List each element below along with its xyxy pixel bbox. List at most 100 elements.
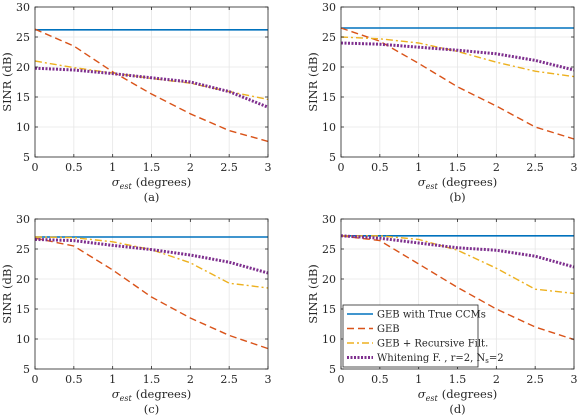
y-tick-label: 25 xyxy=(322,243,336,256)
panel-caption: (d) xyxy=(449,402,465,415)
x-axis-label-symbol: σ xyxy=(112,387,121,401)
chart-panel: 0 0.5 1 1.5 2 2.5 3 5 10 15 20 25 30 SINR (dB) σest (de… xyxy=(0,1,272,204)
x-axis-label: σest (degrees) xyxy=(418,175,497,191)
x-axis-label: σest (degrees) xyxy=(418,387,497,403)
x-axis-label-subscript: est xyxy=(120,182,133,191)
x-tick-label: 1 xyxy=(109,161,116,174)
x-axis-label-unit: (degrees) xyxy=(136,387,192,401)
y-tick-label: 20 xyxy=(16,273,30,286)
x-axis-label-symbol: σ xyxy=(418,387,427,401)
legend-entry-text: Whitening F. , r=2, N xyxy=(377,353,485,364)
series-line xyxy=(340,36,575,78)
series-line xyxy=(341,235,575,295)
legend-entry: Whitening F. , r=2, Ns=2 xyxy=(377,353,504,365)
legend-entry: GEB + Recursive Filt. xyxy=(377,339,488,350)
x-tick-label: 1 xyxy=(415,161,422,174)
x-tick-label: 2.5 xyxy=(220,373,238,386)
x-tick-label: 3 xyxy=(571,373,578,386)
series-line xyxy=(34,237,269,350)
x-axis-label-subscript: est xyxy=(120,394,133,403)
x-tick-label: 0 xyxy=(338,161,345,174)
y-tick-label: 15 xyxy=(322,91,336,104)
y-tick-label: 30 xyxy=(16,213,30,226)
series-line xyxy=(34,66,269,109)
x-tick-label: 2 xyxy=(187,373,194,386)
y-tick-label: 25 xyxy=(16,243,30,256)
y-tick-label: 20 xyxy=(322,61,336,74)
x-axis-label: σest (degrees) xyxy=(112,175,191,191)
x-tick-label: 2.5 xyxy=(526,373,544,386)
x-tick-label: 3 xyxy=(571,161,578,174)
legend-entry-subscript: s xyxy=(485,357,489,365)
y-tick-label: 10 xyxy=(16,333,30,346)
legend-entry-tail: =2 xyxy=(489,353,504,364)
y-axis-label: SINR (dB) xyxy=(306,52,320,112)
chart-panel: 0 0.5 1 1.5 2 2.5 3 5 10 15 20 25 30 SINR (dB) σest (de… xyxy=(306,213,578,415)
y-tick-label: 25 xyxy=(16,31,30,44)
panel-caption: (b) xyxy=(449,190,465,204)
legend-entry-text: GEB + Recursive Filt. xyxy=(377,339,488,350)
x-axis-label-subscript: est xyxy=(426,182,439,191)
y-tick-label: 30 xyxy=(322,1,336,14)
x-tick-label: 0.5 xyxy=(371,161,389,174)
x-tick-label: 1 xyxy=(109,373,116,386)
x-tick-label: 2 xyxy=(187,161,194,174)
chart-panel: 0 0.5 1 1.5 2 2.5 3 5 10 15 20 25 30 SINR (dB) σest (de… xyxy=(0,213,272,415)
y-tick-label: 15 xyxy=(16,91,30,104)
y-tick-label: 5 xyxy=(23,363,30,376)
x-tick-label: 1.5 xyxy=(449,161,467,174)
x-axis-label-subscript: est xyxy=(426,394,439,403)
x-tick-label: 0 xyxy=(32,373,39,386)
x-tick-label: 0 xyxy=(338,373,345,386)
y-tick-label: 5 xyxy=(329,363,336,376)
x-tick-label: 2.5 xyxy=(220,161,238,174)
x-tick-label: 0.5 xyxy=(65,373,83,386)
legend-entry-text: GEB xyxy=(377,324,400,335)
x-axis-label: σest (degrees) xyxy=(112,387,191,403)
y-tick-label: 5 xyxy=(329,151,336,164)
x-axis-label-unit: (degrees) xyxy=(442,387,498,401)
series-line xyxy=(340,235,575,341)
series-line xyxy=(340,234,575,269)
y-tick-label: 10 xyxy=(322,121,336,134)
y-tick-label: 15 xyxy=(322,303,336,316)
y-tick-label: 20 xyxy=(16,61,30,74)
y-axis-label: SINR (dB) xyxy=(0,264,14,324)
x-tick-label: 1.5 xyxy=(143,373,161,386)
x-axis-label-symbol: σ xyxy=(418,175,427,189)
y-tick-label: 10 xyxy=(322,333,336,346)
panel-caption: (c) xyxy=(144,402,159,415)
legend-entry: GEB with True CCMs xyxy=(377,310,486,321)
chart-panel: 0 0.5 1 1.5 2 2.5 3 5 10 15 20 25 30 SINR (dB) σest (de… xyxy=(306,1,578,204)
y-tick-label: 10 xyxy=(16,121,30,134)
y-tick-label: 30 xyxy=(322,213,336,226)
x-tick-label: 2.5 xyxy=(526,161,544,174)
x-axis-label-unit: (degrees) xyxy=(442,175,498,189)
x-tick-label: 2 xyxy=(493,373,500,386)
y-axis-label: SINR (dB) xyxy=(0,52,14,112)
legend-entry: GEB xyxy=(377,324,400,335)
series-line xyxy=(34,237,269,275)
x-tick-label: 0.5 xyxy=(371,373,389,386)
y-tick-label: 30 xyxy=(16,1,30,14)
series-line xyxy=(340,41,575,72)
y-tick-label: 20 xyxy=(322,273,336,286)
series-line xyxy=(34,28,269,143)
x-axis-label-symbol: σ xyxy=(112,175,121,189)
x-tick-label: 3 xyxy=(265,161,272,174)
y-tick-label: 5 xyxy=(23,151,30,164)
x-axis-label-unit: (degrees) xyxy=(136,175,192,189)
y-tick-label: 25 xyxy=(322,31,336,44)
x-tick-label: 0.5 xyxy=(65,161,83,174)
x-tick-label: 1 xyxy=(415,373,422,386)
x-tick-label: 1.5 xyxy=(449,373,467,386)
x-tick-label: 1.5 xyxy=(143,161,161,174)
x-tick-label: 3 xyxy=(265,373,272,386)
legend: GEB with True CCMs GEB GEB + Recursive Fil… xyxy=(342,304,504,368)
y-tick-label: 15 xyxy=(16,303,30,316)
y-axis-label: SINR (dB) xyxy=(306,264,320,324)
legend-entry-text: GEB with True CCMs xyxy=(377,310,486,321)
panel-caption: (a) xyxy=(144,190,160,204)
x-tick-label: 0 xyxy=(32,161,39,174)
